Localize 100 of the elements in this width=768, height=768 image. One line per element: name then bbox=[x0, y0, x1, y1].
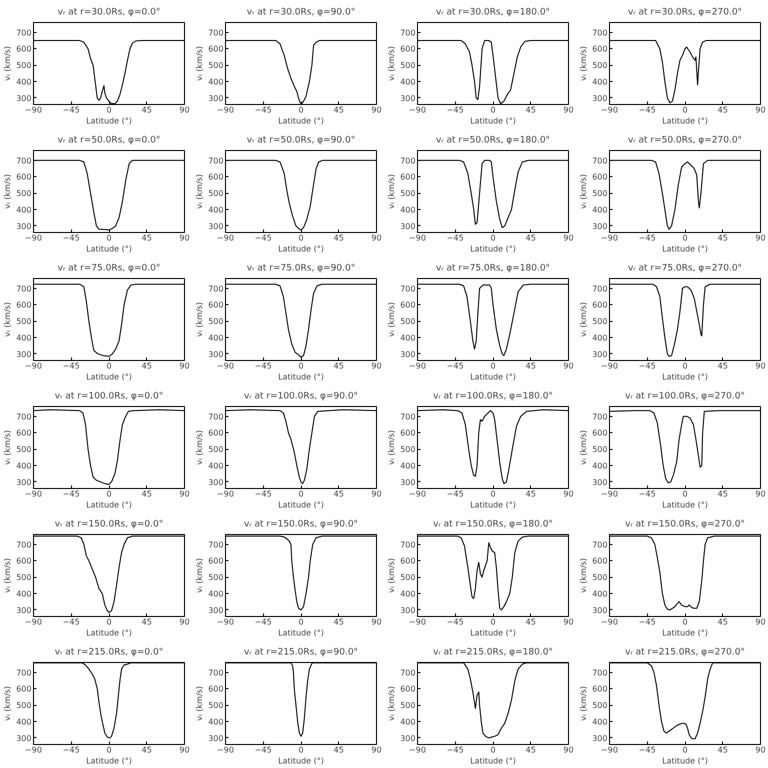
y-tick-label: 400 bbox=[400, 462, 416, 471]
y-tick-label: 400 bbox=[208, 462, 224, 471]
y-tick-label: 600 bbox=[16, 300, 32, 310]
y-axis-title: vᵣ (km/s) bbox=[195, 686, 204, 721]
x-tick-label: 0 bbox=[106, 618, 112, 626]
chart-title: vᵣ at r=30.0Rs, φ=90.0° bbox=[246, 8, 356, 18]
y-tick-label: 500 bbox=[16, 445, 32, 454]
y-tick-label: 700 bbox=[400, 284, 416, 294]
x-tick-label: 90 bbox=[179, 234, 190, 242]
y-tick-label: 400 bbox=[16, 462, 32, 471]
x-tick-label: 45 bbox=[718, 746, 728, 754]
x-tick-label: 45 bbox=[334, 746, 344, 754]
y-tick-label: 400 bbox=[208, 718, 224, 727]
y-tick-label: 600 bbox=[208, 172, 224, 182]
y-axis-title: vᵣ (km/s) bbox=[195, 46, 204, 81]
y-axis-title: vᵣ (km/s) bbox=[3, 302, 12, 337]
x-tick-label: 90 bbox=[755, 234, 766, 242]
y-axis-title: vᵣ (km/s) bbox=[579, 46, 588, 81]
y-tick-label: 500 bbox=[592, 445, 608, 454]
y-tick-label: 500 bbox=[208, 701, 224, 710]
y-tick-label: 500 bbox=[208, 189, 224, 198]
y-tick-label: 300 bbox=[400, 478, 416, 487]
y-tick-label: 300 bbox=[16, 222, 32, 231]
y-tick-label: 600 bbox=[208, 428, 224, 438]
y-tick-label: 400 bbox=[400, 206, 416, 215]
x-tick-label: −90 bbox=[25, 618, 42, 626]
y-tick-label: 300 bbox=[208, 734, 224, 743]
chart-title: vᵣ at r=30.0Rs, φ=180.0° bbox=[436, 8, 550, 18]
x-tick-label: 45 bbox=[526, 234, 536, 242]
y-tick-label: 500 bbox=[592, 573, 608, 582]
x-axis-title: Latitude (°) bbox=[278, 756, 324, 766]
chart-title: vᵣ at r=75.0Rs, φ=0.0° bbox=[58, 264, 160, 274]
x-tick-label: −45 bbox=[638, 362, 656, 370]
x-tick-label: −90 bbox=[217, 618, 234, 626]
y-axis-title: vᵣ (km/s) bbox=[387, 46, 396, 81]
chart-title: vᵣ at r=150.0Rs, φ=0.0° bbox=[54, 520, 164, 530]
x-tick-label: −45 bbox=[446, 234, 464, 242]
y-axis-title: vᵣ (km/s) bbox=[387, 558, 396, 593]
x-tick-label: −45 bbox=[254, 362, 272, 370]
x-tick-label: 45 bbox=[718, 234, 728, 242]
y-axis-title: vᵣ (km/s) bbox=[387, 174, 396, 209]
x-tick-label: 0 bbox=[298, 490, 304, 498]
y-tick-label: 300 bbox=[400, 350, 416, 359]
y-tick-label: 700 bbox=[592, 28, 608, 38]
y-tick-label: 500 bbox=[400, 445, 416, 454]
x-axis-title: Latitude (°) bbox=[470, 628, 516, 638]
y-tick-label: 500 bbox=[208, 317, 224, 326]
x-tick-label: 45 bbox=[334, 362, 344, 370]
x-tick-label: −90 bbox=[409, 618, 426, 626]
x-tick-label: 45 bbox=[334, 618, 344, 626]
x-tick-label: 90 bbox=[563, 362, 574, 370]
x-tick-label: −45 bbox=[62, 746, 80, 754]
x-axis-title: Latitude (°) bbox=[662, 244, 708, 254]
x-tick-label: 0 bbox=[106, 362, 112, 370]
x-tick-label: 45 bbox=[142, 618, 152, 626]
chart-title: vᵣ at r=215.0Rs, φ=0.0° bbox=[54, 648, 164, 658]
x-tick-label: 45 bbox=[718, 106, 728, 114]
y-tick-label: 500 bbox=[208, 61, 224, 70]
x-tick-label: 90 bbox=[563, 490, 574, 498]
chart-title: vᵣ at r=50.0Rs, φ=180.0° bbox=[436, 136, 550, 146]
x-tick-label: 0 bbox=[298, 746, 304, 754]
x-tick-label: 45 bbox=[526, 362, 536, 370]
x-tick-label: −90 bbox=[25, 490, 42, 498]
y-tick-label: 500 bbox=[592, 317, 608, 326]
y-tick-label: 700 bbox=[400, 668, 416, 678]
chart-title: vᵣ at r=215.0Rs, φ=270.0° bbox=[625, 648, 745, 658]
y-tick-label: 600 bbox=[400, 300, 416, 310]
y-tick-label: 300 bbox=[400, 94, 416, 103]
x-tick-label: 0 bbox=[682, 234, 688, 242]
x-tick-label: 0 bbox=[298, 234, 304, 242]
x-tick-label: 0 bbox=[106, 490, 112, 498]
x-tick-label: 90 bbox=[179, 618, 190, 626]
y-tick-label: 600 bbox=[400, 428, 416, 438]
y-tick-label: 700 bbox=[16, 540, 32, 550]
chart-title: vᵣ at r=150.0Rs, φ=90.0° bbox=[244, 520, 358, 530]
y-tick-label: 600 bbox=[592, 556, 608, 566]
y-tick-label: 700 bbox=[400, 412, 416, 422]
y-tick-label: 400 bbox=[592, 78, 608, 87]
y-tick-label: 700 bbox=[400, 28, 416, 38]
y-tick-label: 700 bbox=[208, 156, 224, 166]
y-tick-label: 400 bbox=[16, 334, 32, 343]
y-tick-label: 700 bbox=[592, 156, 608, 166]
x-axis-title: Latitude (°) bbox=[470, 372, 516, 382]
x-tick-label: 45 bbox=[526, 618, 536, 626]
line-series bbox=[34, 409, 184, 485]
y-tick-label: 500 bbox=[400, 573, 416, 582]
x-axis-title: Latitude (°) bbox=[470, 500, 516, 510]
x-tick-label: −90 bbox=[25, 362, 42, 370]
y-tick-label: 700 bbox=[208, 540, 224, 550]
x-tick-label: 90 bbox=[755, 106, 766, 114]
x-tick-label: −45 bbox=[446, 490, 464, 498]
y-tick-label: 400 bbox=[16, 590, 32, 599]
x-tick-label: −90 bbox=[409, 234, 426, 242]
chart-title: vᵣ at r=215.0Rs, φ=180.0° bbox=[433, 648, 553, 658]
x-tick-label: 45 bbox=[526, 746, 536, 754]
y-tick-label: 700 bbox=[208, 412, 224, 422]
y-tick-label: 500 bbox=[592, 701, 608, 710]
x-tick-label: 90 bbox=[371, 362, 382, 370]
y-tick-label: 600 bbox=[16, 684, 32, 694]
x-axis-title: Latitude (°) bbox=[278, 628, 324, 638]
